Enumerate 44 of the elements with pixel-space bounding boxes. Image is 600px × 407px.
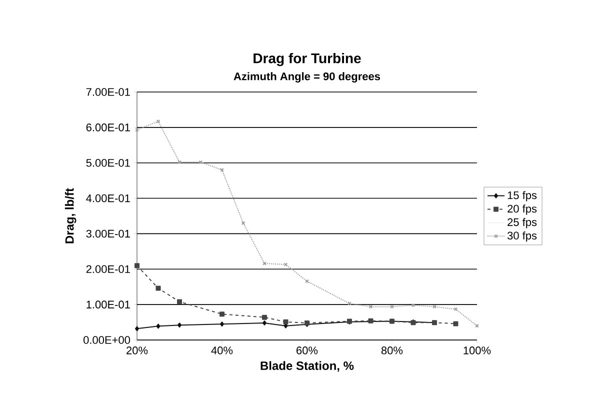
point <box>220 312 224 317</box>
point <box>198 160 203 164</box>
y-axis-title: Drag, lb/ft <box>64 188 76 244</box>
point <box>177 299 182 304</box>
y-tick-label: 5.00E-01 <box>86 158 130 167</box>
point <box>411 303 416 308</box>
point <box>220 322 224 327</box>
point <box>368 304 373 309</box>
point <box>454 307 458 312</box>
y-tick-label: 6.00E-01 <box>86 124 130 132</box>
x-tick-label: 100% <box>464 346 491 354</box>
point <box>283 319 288 324</box>
x-tick-label: 40% <box>211 346 233 354</box>
point <box>262 320 266 326</box>
point <box>368 318 374 324</box>
point <box>241 221 246 225</box>
point <box>134 263 140 268</box>
point <box>432 304 436 309</box>
legend-label: 20 fps <box>508 204 537 215</box>
point <box>262 314 267 320</box>
point <box>390 304 394 309</box>
legend-label: 15 fps <box>508 191 537 202</box>
point <box>453 321 458 326</box>
point <box>156 324 160 329</box>
point <box>475 324 479 328</box>
y-tick-label: 1.00E-01 <box>86 300 130 308</box>
y-tick-label: 7.00E-01 <box>86 88 130 96</box>
point <box>156 286 161 291</box>
chart-subtitle: Azimuth Angle = 90 degrees <box>234 72 380 82</box>
chart-title: Drag for Turbine <box>254 52 361 66</box>
point <box>305 279 309 284</box>
point <box>178 322 182 328</box>
y-tick-label: 4.00E-01 <box>86 194 130 202</box>
legend-label: 30 fps <box>507 231 537 242</box>
legend-label: 25 fps <box>508 218 537 228</box>
point <box>135 326 140 332</box>
point <box>156 119 160 124</box>
x-tick-label: 80% <box>381 346 403 354</box>
x-tick-label: 20% <box>126 346 148 354</box>
y-tick-label: 2.00E-01 <box>86 265 130 274</box>
y-tick-label: 3.00E-01 <box>86 230 130 238</box>
x-tick-label: 60% <box>296 346 318 354</box>
y-tick-label: 0.00E+00 <box>83 336 130 344</box>
x-axis-title: Blade Station, % <box>260 361 354 372</box>
